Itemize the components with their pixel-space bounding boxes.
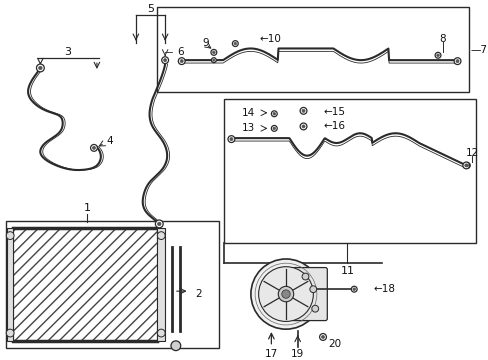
Circle shape [258,267,313,321]
Circle shape [352,288,355,291]
Text: ←15: ←15 [323,107,345,117]
Circle shape [171,341,181,351]
Circle shape [278,286,293,302]
Circle shape [350,286,356,292]
Circle shape [465,164,468,167]
Circle shape [90,144,97,151]
Text: ←16: ←16 [323,121,345,131]
Text: 9: 9 [203,37,209,48]
Circle shape [272,127,275,130]
Text: 2: 2 [195,289,202,299]
Circle shape [227,136,234,143]
Circle shape [180,60,183,63]
Text: ←18: ←18 [373,284,395,294]
Circle shape [157,232,165,239]
Bar [6,221,218,348]
Text: 17: 17 [264,348,277,359]
Circle shape [319,334,326,340]
Circle shape [311,305,318,312]
Text: ←10: ←10 [259,34,281,44]
Circle shape [155,220,163,228]
Text: 20: 20 [327,339,341,349]
Bar [13,228,157,341]
Circle shape [272,112,275,115]
Circle shape [157,222,161,226]
Circle shape [178,58,185,64]
Circle shape [464,162,469,168]
Circle shape [436,54,438,57]
Circle shape [211,58,216,63]
Text: 1: 1 [83,203,90,213]
Circle shape [6,232,14,239]
Circle shape [271,125,277,131]
Text: 19: 19 [290,348,304,359]
Circle shape [455,60,458,63]
Circle shape [163,59,166,62]
Bar [157,6,468,92]
Circle shape [453,58,460,64]
Circle shape [250,259,321,329]
FancyBboxPatch shape [291,267,326,321]
Circle shape [302,273,308,280]
Circle shape [92,147,95,149]
Circle shape [162,57,168,64]
Circle shape [281,290,289,298]
Circle shape [302,125,305,128]
Text: 12: 12 [465,148,478,158]
Text: 3: 3 [64,48,71,57]
Circle shape [234,42,236,45]
Circle shape [229,138,232,141]
Circle shape [212,59,215,61]
Circle shape [271,111,277,117]
Text: 5: 5 [147,4,154,14]
Circle shape [210,49,216,55]
Text: 14: 14 [241,108,254,118]
Bar [223,99,475,243]
Circle shape [6,329,14,337]
Circle shape [300,123,306,130]
Bar [7,228,13,341]
Bar [157,228,165,341]
Text: —7: —7 [469,45,486,55]
Circle shape [464,164,467,167]
Circle shape [157,329,165,337]
Circle shape [212,51,215,54]
Circle shape [462,162,469,169]
Circle shape [302,109,305,112]
Text: 4: 4 [106,136,113,146]
Text: 11: 11 [340,266,354,276]
Text: 8: 8 [439,34,446,44]
Circle shape [434,52,440,58]
Circle shape [321,336,324,338]
Text: 6: 6 [177,48,183,57]
Circle shape [39,66,42,70]
Circle shape [37,64,44,72]
Circle shape [232,41,238,46]
Circle shape [309,286,316,293]
Text: 13: 13 [241,123,254,134]
Circle shape [300,107,306,114]
